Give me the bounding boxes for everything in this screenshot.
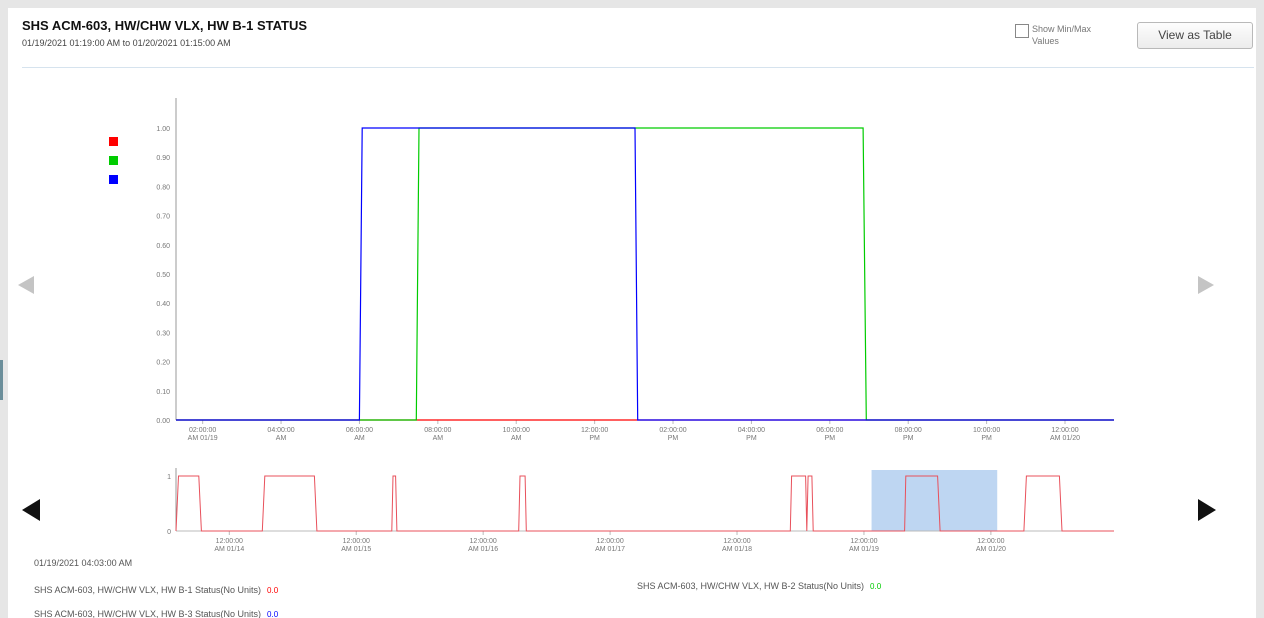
- main-x-tick-label: AM 01/20: [1050, 435, 1080, 442]
- overview-x-tick-label: 12:00:00: [343, 538, 370, 545]
- overview-x-tick-label: 12:00:00: [596, 538, 623, 545]
- main-x-tick-label: 06:00:00: [346, 427, 373, 434]
- main-y-tick-label: 0.00: [156, 418, 170, 425]
- overview-x-tick-label: AM 01/19: [849, 546, 879, 553]
- main-x-tick-label: 08:00:00: [895, 427, 922, 434]
- main-x-tick-label: 02:00:00: [659, 427, 686, 434]
- overview-x-tick-label: AM 01/15: [341, 546, 371, 553]
- readout-b3-value: 0.0: [267, 610, 279, 618]
- overview-x-tick-label: AM 01/18: [722, 546, 752, 553]
- main-y-tick-label: 0.30: [156, 330, 170, 337]
- main-x-tick-label: PM: [825, 435, 836, 442]
- main-x-tick-label: 10:00:00: [503, 427, 530, 434]
- main-x-tick-label: AM 01/19: [188, 435, 218, 442]
- main-y-tick-label: 0.20: [156, 360, 170, 367]
- series-line-b3: [176, 127, 1114, 421]
- legend-swatch-b3: [109, 175, 118, 184]
- overview-x-tick-label: 12:00:00: [850, 538, 877, 545]
- date-range: 01/19/2021 01:19:00 AM to 01/20/2021 01:…: [22, 38, 231, 48]
- overview-selection-window: [871, 470, 998, 531]
- main-x-tick-label: AM: [276, 435, 287, 442]
- main-x-tick-label: 06:00:00: [816, 427, 843, 434]
- view-as-table-button[interactable]: View as Table: [1137, 22, 1253, 49]
- main-x-tick-label: PM: [903, 435, 914, 442]
- overview-x-tick-label: 12:00:00: [216, 538, 243, 545]
- main-y-tick-label: 0.70: [156, 214, 170, 221]
- main-x-tick-label: PM: [589, 435, 600, 442]
- legend-swatch-b1: [109, 137, 118, 146]
- series-line-b2: [176, 127, 1114, 421]
- arrow-right-icon[interactable]: [1198, 276, 1214, 294]
- overview-x-tick-label: AM 01/17: [595, 546, 625, 553]
- main-y-tick-label: 0.90: [156, 155, 170, 162]
- main-x-tick-label: PM: [981, 435, 992, 442]
- show-minmax-label: Show Min/Max Values: [1032, 24, 1092, 46]
- header-divider: [22, 67, 1254, 68]
- window-edge-marker: [0, 360, 3, 400]
- overview-x-tick-label: 12:00:00: [723, 538, 750, 545]
- overview-series-line: [175, 475, 1114, 532]
- main-y-tick-label: 0.60: [156, 243, 170, 250]
- arrow-left-icon[interactable]: [18, 276, 34, 294]
- overview-x-tick-label: 12:00:00: [977, 538, 1004, 545]
- chart-panel: SHS ACM-603, HW/CHW VLX, HW B-1 STATUS 0…: [8, 8, 1256, 618]
- readout-b3: SHS ACM-603, HW/CHW VLX, HW B-3 Status(N…: [34, 609, 278, 618]
- main-x-tick-label: 02:00:00: [189, 427, 216, 434]
- overview-next-arrow-icon[interactable]: [1198, 499, 1216, 521]
- readout-b1-label: SHS ACM-603, HW/CHW VLX, HW B-1 Status(N…: [34, 585, 262, 595]
- main-x-tick-label: 10:00:00: [973, 427, 1000, 434]
- main-x-tick-label: AM: [511, 435, 522, 442]
- main-y-tick-label: 0.10: [156, 389, 170, 396]
- main-y-tick-label: 0.50: [156, 272, 170, 279]
- readout-b3-label: SHS ACM-603, HW/CHW VLX, HW B-3 Status(N…: [34, 609, 262, 618]
- overview-y-tick-label: 0: [167, 529, 171, 536]
- main-x-tick-label: PM: [668, 435, 679, 442]
- chart-title: SHS ACM-603, HW/CHW VLX, HW B-1 STATUS: [22, 18, 308, 33]
- main-x-tick-label: AM: [433, 435, 444, 442]
- main-x-tick-label: 04:00:00: [738, 427, 765, 434]
- overview-y-tick-label: 1: [167, 474, 171, 481]
- readout-b1-value: 0.0: [267, 586, 279, 595]
- main-chart: 0.00 0.10 0.20 0.30 0.40 0.50 0.60 0.70 0.80 0.90…: [156, 98, 1114, 442]
- main-x-tick-label: 08:00:00: [424, 427, 451, 434]
- overview-x-tick-label: AM 01/16: [468, 546, 498, 553]
- main-x-tick-label: 12:00:00: [1051, 427, 1078, 434]
- overview-prev-arrow-icon[interactable]: [22, 499, 40, 521]
- main-x-tick-label: PM: [746, 435, 757, 442]
- readout-b2-value: 0.0: [870, 582, 882, 591]
- readout-b2: SHS ACM-603, HW/CHW VLX, HW B-2 Status(N…: [637, 581, 881, 591]
- readout-b2-label: SHS ACM-603, HW/CHW VLX, HW B-2 Status(N…: [637, 581, 865, 591]
- cursor-time: 01/19/2021 04:03:00 AM: [34, 558, 133, 568]
- overview-x-tick-label: 12:00:00: [470, 538, 497, 545]
- overview-x-tick-label: AM 01/20: [976, 546, 1006, 553]
- main-x-tick-label: 12:00:00: [581, 427, 608, 434]
- readout-b1: SHS ACM-603, HW/CHW VLX, HW B-1 Status(N…: [34, 585, 278, 595]
- main-x-tick-label: AM: [354, 435, 365, 442]
- main-x-tick-label: 04:00:00: [267, 427, 294, 434]
- show-minmax-checkbox[interactable]: [1015, 24, 1029, 38]
- main-y-tick-label: 0.80: [156, 184, 170, 191]
- main-y-tick-label: 0.40: [156, 301, 170, 308]
- main-y-tick-label: 1.00: [156, 126, 170, 133]
- legend-swatch-b2: [109, 156, 118, 165]
- overview-x-tick-label: AM 01/14: [214, 546, 244, 553]
